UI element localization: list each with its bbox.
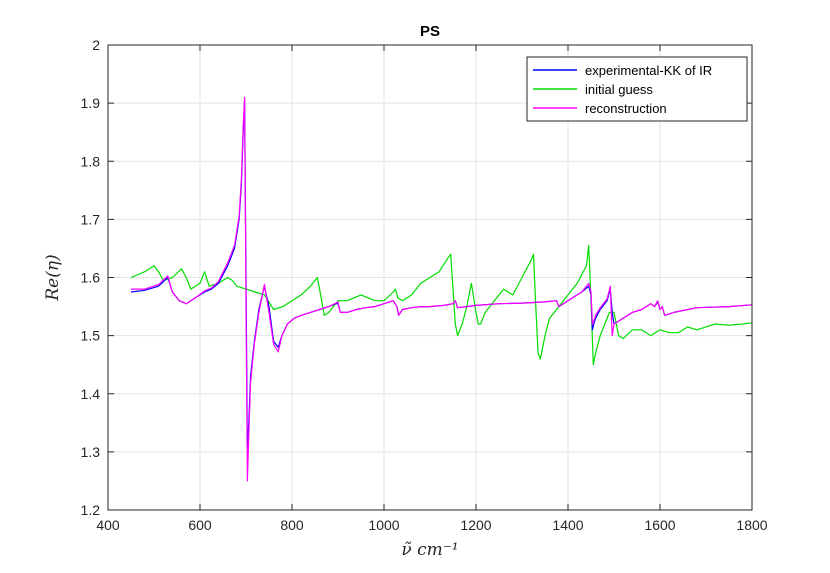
x-tick-label: 800 bbox=[280, 517, 304, 533]
ticks bbox=[107, 44, 753, 511]
series-layer bbox=[130, 96, 753, 482]
x-axis-label: ν̃ cm⁻¹ bbox=[401, 540, 458, 560]
x-tick-label: 600 bbox=[188, 517, 212, 533]
y-tick-labels: 1.2 1.3 1.4 1.5 1.6 1.7 1.8 1.9 2 bbox=[81, 37, 101, 518]
x-tick-label: 1800 bbox=[736, 517, 767, 533]
y-tick-label: 1.7 bbox=[81, 211, 101, 227]
y-axis-label: Re(η) bbox=[43, 254, 63, 301]
x-tick-label: 1400 bbox=[552, 517, 583, 533]
y-tick-label: 2 bbox=[92, 37, 100, 53]
legend-entry: experimental-KK of IR bbox=[585, 63, 712, 78]
y-tick-label: 1.2 bbox=[81, 502, 101, 518]
y-tick-label: 1.8 bbox=[81, 153, 101, 169]
series-line-initial-guess bbox=[130, 244, 753, 366]
series-line-reconstruction bbox=[131, 96, 753, 482]
y-tick-label: 1.3 bbox=[81, 444, 101, 460]
x-tick-labels: 400 600 800 1000 1200 1400 1600 1800 bbox=[96, 517, 767, 533]
legend-entry: reconstruction bbox=[585, 101, 667, 116]
y-tick-label: 1.5 bbox=[81, 328, 101, 344]
y-tick-label: 1.6 bbox=[81, 270, 101, 286]
legend: experimental-KK of IR initial guess recons… bbox=[526, 56, 748, 122]
chart-title: PS bbox=[420, 23, 440, 40]
y-tick-label: 1.9 bbox=[81, 95, 101, 111]
x-tick-label: 1200 bbox=[460, 517, 491, 533]
x-tick-label: 400 bbox=[96, 517, 120, 533]
legend-entry: initial guess bbox=[585, 82, 653, 97]
x-tick-label: 1600 bbox=[644, 517, 675, 533]
y-tick-label: 1.4 bbox=[81, 386, 101, 402]
x-tick-label: 1000 bbox=[368, 517, 399, 533]
